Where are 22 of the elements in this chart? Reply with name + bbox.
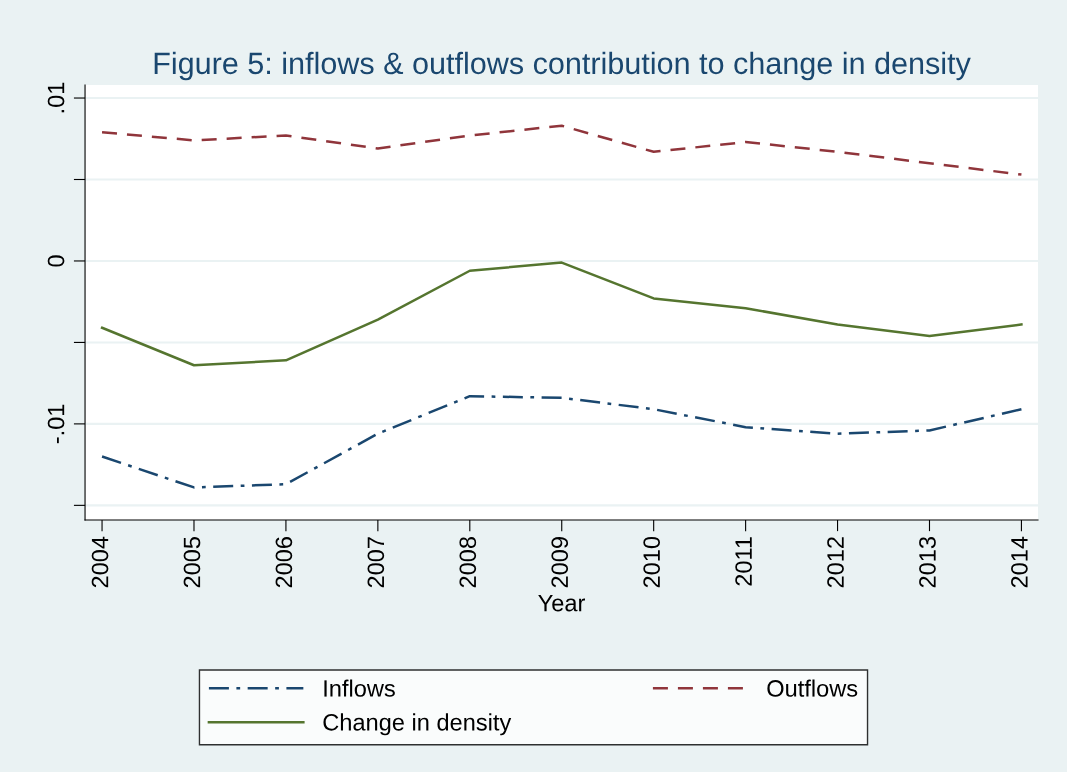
legend-label: Outflows xyxy=(767,679,858,697)
x-tick-label: 2013 xyxy=(919,537,936,588)
x-tick-label: 2007 xyxy=(367,537,385,588)
chart-title: Figure 5: inflows & outflows contribution to change in density xyxy=(154,51,971,81)
x-tick-label: 2005 xyxy=(183,536,201,588)
y-tick-label: 0 xyxy=(47,255,65,267)
y-tick-label: -.01 xyxy=(47,404,65,444)
y-tick-label: .01 xyxy=(47,82,65,113)
x-tick-label: 2011 xyxy=(735,537,752,586)
x-axis-title: Year xyxy=(538,594,585,612)
x-tick-label: 2004 xyxy=(91,536,109,588)
x-tick-label: 2014 xyxy=(1011,536,1028,588)
x-tick-label: 2009 xyxy=(551,537,569,588)
x-tick-label: 2012 xyxy=(827,537,844,588)
line-series xyxy=(100,124,1023,176)
legend-label: Change in density xyxy=(323,713,512,736)
x-tick-label: 2006 xyxy=(275,537,293,588)
line-series xyxy=(100,261,1023,367)
line-series xyxy=(100,394,1023,489)
x-tick-label: 2008 xyxy=(459,537,477,588)
x-tick-label: 2010 xyxy=(643,536,661,588)
legend-label: Inflows xyxy=(324,679,395,697)
